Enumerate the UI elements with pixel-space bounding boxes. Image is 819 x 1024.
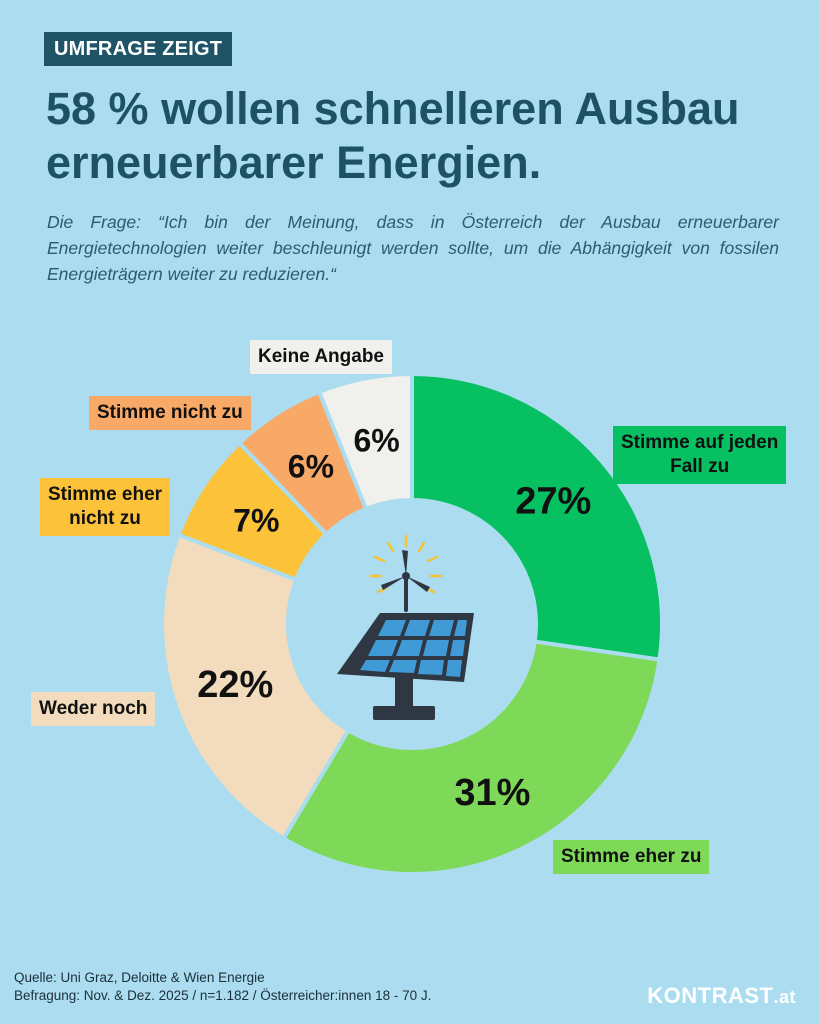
source-footer: Quelle: Uni Graz, Deloitte & Wien Energi… bbox=[14, 969, 431, 1005]
donut-slice bbox=[280, 639, 662, 876]
donut-slices bbox=[160, 371, 664, 876]
label-weder-noch: Weder noch bbox=[31, 692, 156, 726]
donut-slice bbox=[410, 371, 664, 662]
label-stimme-auf-jeden-fall-zu: Stimme auf jeden Fall zu bbox=[613, 426, 787, 484]
donut-value-label: 31% bbox=[454, 772, 530, 814]
headline-line-1: 58 % wollen schnelleren Ausbau bbox=[46, 83, 740, 134]
headline-line-2: erneuerbarer Energien. bbox=[46, 137, 542, 188]
donut-value-label: 6% bbox=[288, 449, 334, 485]
donut-value-label: 7% bbox=[233, 502, 279, 538]
brand-name: KONTRAST bbox=[647, 983, 774, 1008]
label-stimme-nicht-zu: Stimme nicht zu bbox=[89, 396, 251, 430]
label-line: Stimme eher bbox=[48, 484, 163, 505]
headline: 58 % wollen schnelleren Ausbau erneuerba… bbox=[46, 82, 786, 190]
donut-slice bbox=[316, 371, 414, 512]
category-tag: UMFRAGE ZEIGT bbox=[44, 32, 233, 66]
label-line: Stimme auf jeden bbox=[621, 432, 779, 453]
donut-value-labels: 27%31%22%7%6%6% bbox=[197, 422, 591, 813]
survey-line: Befragung: Nov. & Dez. 2025 / n=1.182 / … bbox=[14, 988, 432, 1003]
solar-panel-wind-turbine-icon bbox=[337, 534, 474, 720]
donut-value-label: 22% bbox=[197, 664, 273, 706]
label-stimme-eher-zu: Stimme eher zu bbox=[553, 840, 710, 874]
label-line: nicht zu bbox=[69, 508, 141, 529]
donut-value-label: 27% bbox=[515, 481, 591, 523]
brand-logo: KONTRAST.at bbox=[647, 983, 796, 1009]
donut-slice bbox=[160, 532, 352, 842]
brand-suffix: .at bbox=[773, 987, 796, 1007]
source-line: Quelle: Uni Graz, Deloitte & Wien Energi… bbox=[14, 970, 265, 985]
label-stimme-eher-nicht-zu: Stimme eher nicht zu bbox=[40, 478, 171, 536]
survey-question: Die Frage: “Ich bin der Meinung, dass in… bbox=[47, 212, 779, 284]
label-keine-angabe: Keine Angabe bbox=[250, 340, 392, 374]
label-line: Fall zu bbox=[670, 456, 730, 477]
donut-value-label: 6% bbox=[353, 422, 399, 458]
